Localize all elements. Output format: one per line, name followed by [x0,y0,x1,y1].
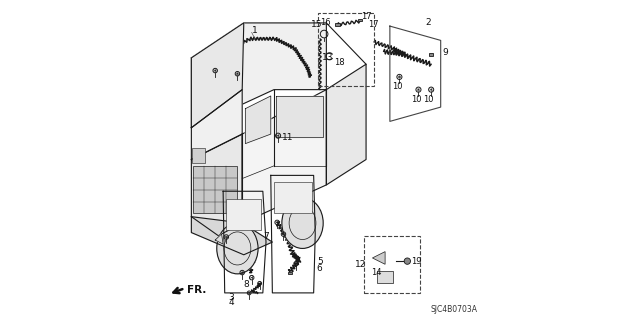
Bar [429,54,433,56]
Ellipse shape [217,223,258,274]
Polygon shape [215,234,223,244]
Polygon shape [191,23,244,128]
Text: 9: 9 [442,48,448,57]
Text: 4: 4 [228,298,234,307]
Text: 17: 17 [367,20,378,29]
Text: 11: 11 [282,133,293,142]
Text: 18: 18 [334,58,345,67]
Bar [319,13,374,86]
Bar [192,148,205,163]
Bar [274,182,312,213]
Polygon shape [191,90,242,160]
Polygon shape [191,23,326,128]
Bar [364,236,420,293]
Polygon shape [326,64,366,185]
Bar [227,199,261,230]
Bar [335,23,340,26]
Text: 5: 5 [317,257,323,266]
Text: 16: 16 [320,19,331,27]
Text: 7: 7 [263,233,269,241]
Text: 13: 13 [321,53,333,62]
Text: 14: 14 [371,268,381,277]
Text: 6: 6 [317,264,323,273]
Text: FR.: FR. [187,285,206,295]
Text: 1: 1 [252,26,257,35]
Bar [288,272,292,274]
Bar [377,271,393,283]
Text: 12: 12 [355,260,366,269]
Text: 10: 10 [411,95,421,104]
Bar [358,19,362,21]
Ellipse shape [282,197,323,249]
Text: 2: 2 [426,18,431,27]
Text: 19: 19 [412,257,422,266]
Text: 15: 15 [310,20,322,29]
Circle shape [404,258,410,264]
Polygon shape [191,134,242,236]
Polygon shape [242,90,326,223]
Text: 3: 3 [228,293,234,302]
Polygon shape [191,217,273,255]
Polygon shape [276,96,323,137]
Polygon shape [245,96,271,144]
Text: 17: 17 [362,12,372,21]
Text: 8: 8 [244,280,250,289]
Text: 10: 10 [424,95,434,104]
Text: 10: 10 [392,82,402,91]
Text: SJC4B0703A: SJC4B0703A [430,305,477,314]
Polygon shape [372,252,385,264]
Bar [193,166,237,213]
